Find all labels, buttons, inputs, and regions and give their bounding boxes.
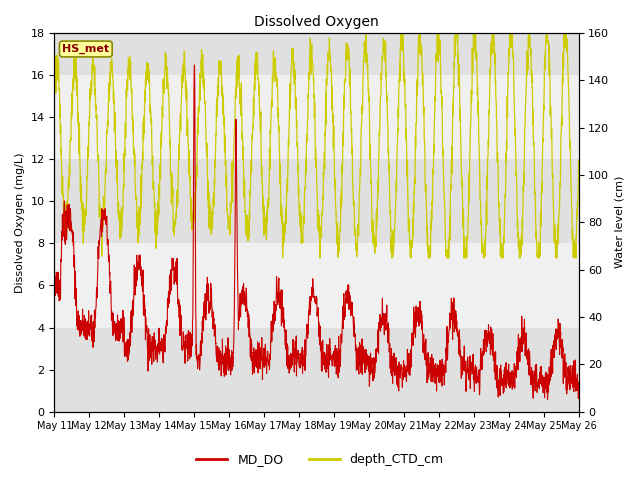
- Text: HS_met: HS_met: [62, 44, 109, 54]
- Bar: [54, 243, 579, 327]
- Y-axis label: Dissolved Oxygen (mg/L): Dissolved Oxygen (mg/L): [15, 152, 25, 293]
- Y-axis label: Water level (cm): Water level (cm): [615, 176, 625, 268]
- Title: Dissolved Oxygen: Dissolved Oxygen: [254, 15, 379, 29]
- Bar: [54, 159, 579, 243]
- Bar: [54, 33, 579, 75]
- Legend: MD_DO, depth_CTD_cm: MD_DO, depth_CTD_cm: [191, 448, 449, 471]
- Bar: [54, 327, 579, 412]
- Bar: [54, 75, 579, 159]
